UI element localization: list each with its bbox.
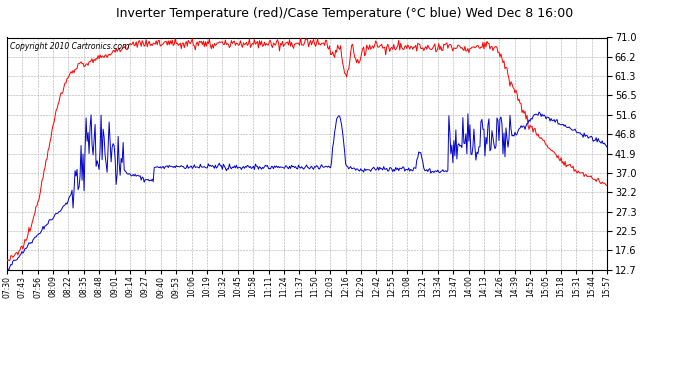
Text: Copyright 2010 Cartronics.com: Copyright 2010 Cartronics.com — [10, 42, 129, 51]
Text: Inverter Temperature (red)/Case Temperature (°C blue) Wed Dec 8 16:00: Inverter Temperature (red)/Case Temperat… — [117, 8, 573, 21]
